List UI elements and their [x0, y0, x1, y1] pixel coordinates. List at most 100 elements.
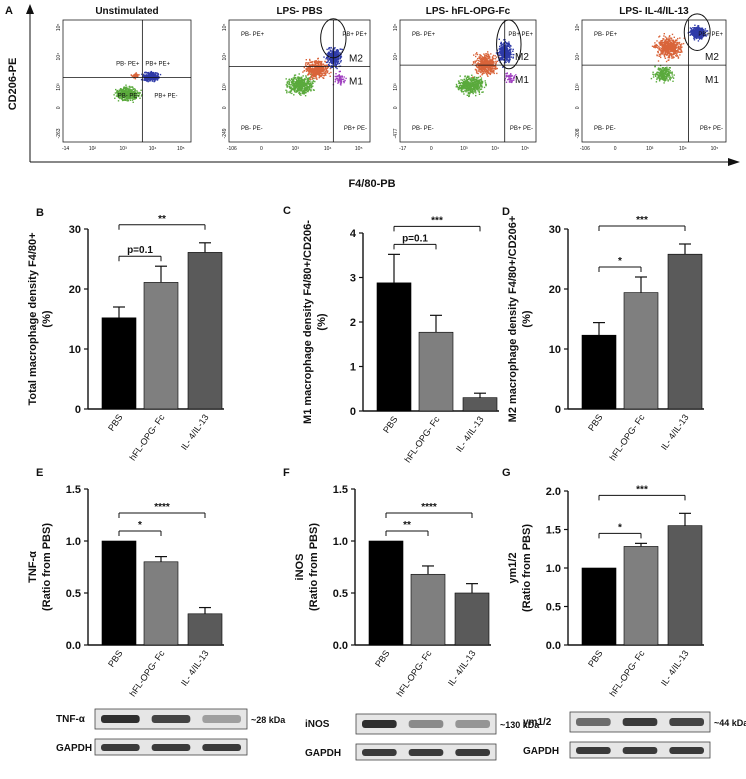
- flow-event-dot: [693, 39, 696, 41]
- flow-event-dot: [672, 39, 675, 41]
- flow-event-dot: [697, 29, 699, 31]
- flow-event-dot: [340, 80, 343, 82]
- flow-event-dot: [129, 99, 132, 101]
- flow-event-dot: [458, 86, 461, 88]
- flow-event-dot: [498, 54, 500, 56]
- flow-event-dot: [462, 86, 464, 89]
- flow-event-dot: [327, 53, 329, 55]
- flow-event-dot: [127, 96, 129, 98]
- flow-event-dot: [338, 74, 340, 76]
- flow-event-dot: [129, 90, 131, 93]
- flow-event-dot: [480, 70, 483, 72]
- flow-event-dot: [500, 46, 503, 48]
- flow-event-dot: [316, 61, 318, 63]
- flow-event-dot: [665, 40, 667, 43]
- significance-label: *: [618, 522, 622, 533]
- flow-event-dot: [477, 60, 480, 62]
- flow-event-dot: [304, 84, 306, 86]
- flow-event-dot: [668, 46, 670, 49]
- flow-event-dot: [509, 79, 511, 81]
- flow-event-dot: [669, 72, 672, 74]
- flow-event-dot: [475, 81, 477, 83]
- flow-event-dot: [475, 79, 478, 81]
- x-tick-label: IL- 4/IL-13: [446, 648, 478, 687]
- flow-event-dot: [334, 61, 336, 64]
- flow-event-dot: [137, 74, 139, 76]
- flow-event-dot: [474, 60, 476, 62]
- flow-event-dot: [125, 98, 127, 100]
- flow-event-dot: [309, 84, 311, 87]
- flow-event-dot: [311, 83, 313, 85]
- flow-event-dot: [680, 44, 682, 46]
- flow-event-dot: [503, 59, 505, 61]
- flow-event-dot: [477, 84, 480, 86]
- flow-event-dot: [334, 79, 337, 81]
- flow-event-dot: [125, 88, 128, 90]
- y-tick-label: 10: [549, 344, 561, 356]
- flow-event-dot: [506, 45, 509, 47]
- flow-event-dot: [491, 69, 493, 71]
- flow-event-dot: [328, 53, 330, 55]
- flow-event-dot: [671, 74, 673, 76]
- flow-event-dot: [337, 52, 339, 54]
- flow-event-dot: [506, 72, 508, 74]
- flow-event-dot: [114, 97, 116, 99]
- flow-y-tick-label: 10⁴: [393, 53, 399, 61]
- flow-event-dot: [154, 79, 157, 81]
- flow-event-dot: [318, 62, 320, 64]
- flow-event-dot: [705, 35, 707, 37]
- flow-event-dot: [293, 84, 296, 86]
- flow-event-dot: [499, 50, 501, 53]
- flow-event-dot: [462, 79, 464, 81]
- flow-event-dot: [289, 79, 291, 82]
- flow-event-dot: [674, 50, 676, 52]
- flow-event-dot: [130, 92, 132, 95]
- flow-event-dot: [511, 80, 513, 82]
- flow-event-dot: [663, 79, 665, 81]
- flow-event-dot: [309, 78, 311, 80]
- flow-event-dot: [470, 91, 472, 93]
- flow-event-dot: [658, 46, 660, 48]
- flow-event-dot: [317, 70, 320, 73]
- flow-event-dot: [477, 63, 479, 65]
- flow-event-dot: [676, 50, 678, 53]
- flow-event-dot: [307, 82, 309, 84]
- flow-event-dot: [289, 90, 291, 93]
- flow-event-dot: [508, 74, 510, 77]
- y-tick-label: 1.0: [333, 536, 348, 548]
- flow-event-dot: [656, 71, 658, 73]
- flow-event-dot: [662, 44, 664, 46]
- flow-event-dot: [457, 87, 459, 89]
- x-tick-label: PBS: [381, 414, 400, 434]
- flow-event-dot: [700, 36, 702, 39]
- flow-event-dot: [298, 90, 301, 92]
- significance-label: p=0.1: [402, 233, 428, 244]
- flow-event-dot: [288, 81, 290, 84]
- y-axis-label: (%): [521, 310, 533, 327]
- flow-event-dot: [152, 72, 155, 74]
- flow-event-dot: [116, 91, 118, 93]
- bar: [462, 397, 498, 412]
- y-axis-label: M1 macrophage density F4/80+/CD206-: [302, 220, 314, 424]
- flow-event-dot: [481, 91, 483, 93]
- flow-event-dot: [131, 86, 133, 88]
- flow-event-dot: [309, 70, 311, 72]
- flow-event-dot: [495, 63, 497, 65]
- flow-event-dot: [480, 68, 482, 70]
- flow-event-dot: [153, 79, 156, 81]
- flow-event-dot: [336, 75, 339, 77]
- flow-event-dot: [455, 86, 457, 88]
- flow-event-dot: [694, 34, 697, 37]
- flow-event-dot: [309, 68, 311, 70]
- flow-event-dot: [673, 74, 675, 76]
- flow-event-dot: [149, 79, 151, 82]
- flow-event-dot: [120, 97, 123, 100]
- flow-event-dot: [124, 89, 126, 91]
- flow-event-dot: [492, 71, 495, 73]
- flow-event-dot: [661, 41, 663, 44]
- flow-event-dot: [510, 75, 512, 78]
- y-axis-label: (Ratio from PBS): [521, 524, 533, 612]
- flow-event-dot: [128, 93, 130, 95]
- flow-event-dot: [325, 64, 328, 66]
